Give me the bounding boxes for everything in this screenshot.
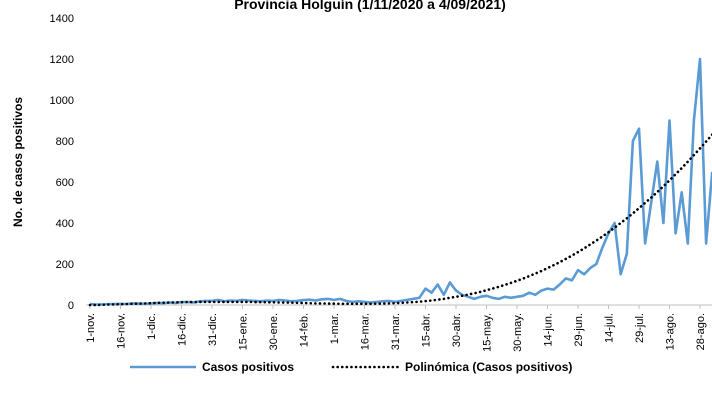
y-tick-label: 400 xyxy=(56,218,74,230)
y-axis-label: No. de casos positivos xyxy=(11,97,25,227)
y-tick-label: 600 xyxy=(56,177,74,189)
x-tick-label: 30-ene. xyxy=(268,313,280,350)
x-tick-label: 29-jul. xyxy=(634,313,646,343)
y-tick-label: 0 xyxy=(68,300,74,312)
y-tick-label: 1200 xyxy=(50,54,74,66)
x-tick-label: 15-abr. xyxy=(421,313,433,347)
x-tick-label: 31-dic. xyxy=(207,313,219,346)
x-tick-label: 15-may. xyxy=(482,313,494,352)
x-tick-label: 31-mar. xyxy=(390,313,402,350)
series-line xyxy=(89,57,712,306)
x-tick-label: 14-feb. xyxy=(299,313,311,347)
legend-label: Casos positivos xyxy=(202,360,294,374)
x-tick-label: 1-nov. xyxy=(85,313,97,343)
y-tick-label: 200 xyxy=(56,259,74,271)
x-tick-label: 16-dic. xyxy=(177,313,189,346)
x-tick-label: 30-abr. xyxy=(451,313,463,347)
x-tick-label: 29-jun. xyxy=(573,313,585,347)
series-line xyxy=(88,133,712,307)
x-tick-label: 13-ago. xyxy=(665,313,677,350)
x-tick-label: 1-mar. xyxy=(329,313,341,344)
y-tick-label: 800 xyxy=(56,136,74,148)
x-tick-label: 14-jul. xyxy=(604,313,616,343)
y-tick-label: 1000 xyxy=(50,95,74,107)
chart-title: Provincia Holguín (1/11/2020 a 4/09/2021… xyxy=(234,0,506,12)
x-tick-label: 16-mar. xyxy=(360,313,372,350)
x-tick-label: 15-ene. xyxy=(238,313,250,350)
legend-label: Polinómica (Casos positivos) xyxy=(405,360,572,374)
x-tick-label: 28-ago. xyxy=(695,313,707,350)
y-tick-label: 1400 xyxy=(50,13,74,25)
x-tick-label: 14-jun. xyxy=(543,313,555,347)
x-tick-label: 30-may. xyxy=(512,313,524,352)
x-tick-label: 1-dic. xyxy=(146,313,158,340)
x-tick-label: 16-nov. xyxy=(116,313,128,349)
